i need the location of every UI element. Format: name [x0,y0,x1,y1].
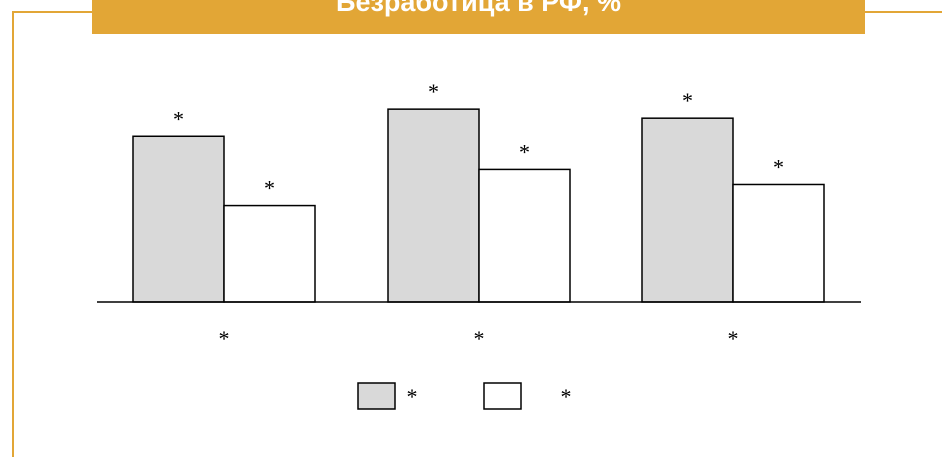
legend-label-series2: * [561,384,572,409]
category-label-3: * [728,326,739,351]
data-label-series1-cat2: * [428,79,439,104]
frame-left-line [12,11,14,457]
title-band: Безработица в РФ, % [92,0,865,34]
category-label-1: * [219,326,230,351]
chart-title: Безработица в РФ, % [336,0,621,17]
legend-label-series1: * [407,384,418,409]
data-label-series1-cat3: * [682,88,693,113]
bar-series1-cat1 [132,135,225,303]
bar-series2-cat2 [478,168,571,303]
bar-series2-cat1 [223,204,316,303]
bar-series2-cat3 [732,183,825,303]
data-label-series2-cat2: * [519,139,530,164]
legend-swatch-series1 [357,382,396,410]
bar-series1-cat3 [641,117,734,303]
data-label-series2-cat3: * [773,154,784,179]
frame-top-left-line [12,11,92,13]
data-label-series1-cat1: * [173,106,184,131]
category-label-2: * [474,326,485,351]
bar-series1-cat2 [387,108,480,303]
legend-swatch-series2 [483,382,522,410]
frame-top-right-line [865,11,942,13]
data-label-series2-cat1: * [264,176,275,201]
